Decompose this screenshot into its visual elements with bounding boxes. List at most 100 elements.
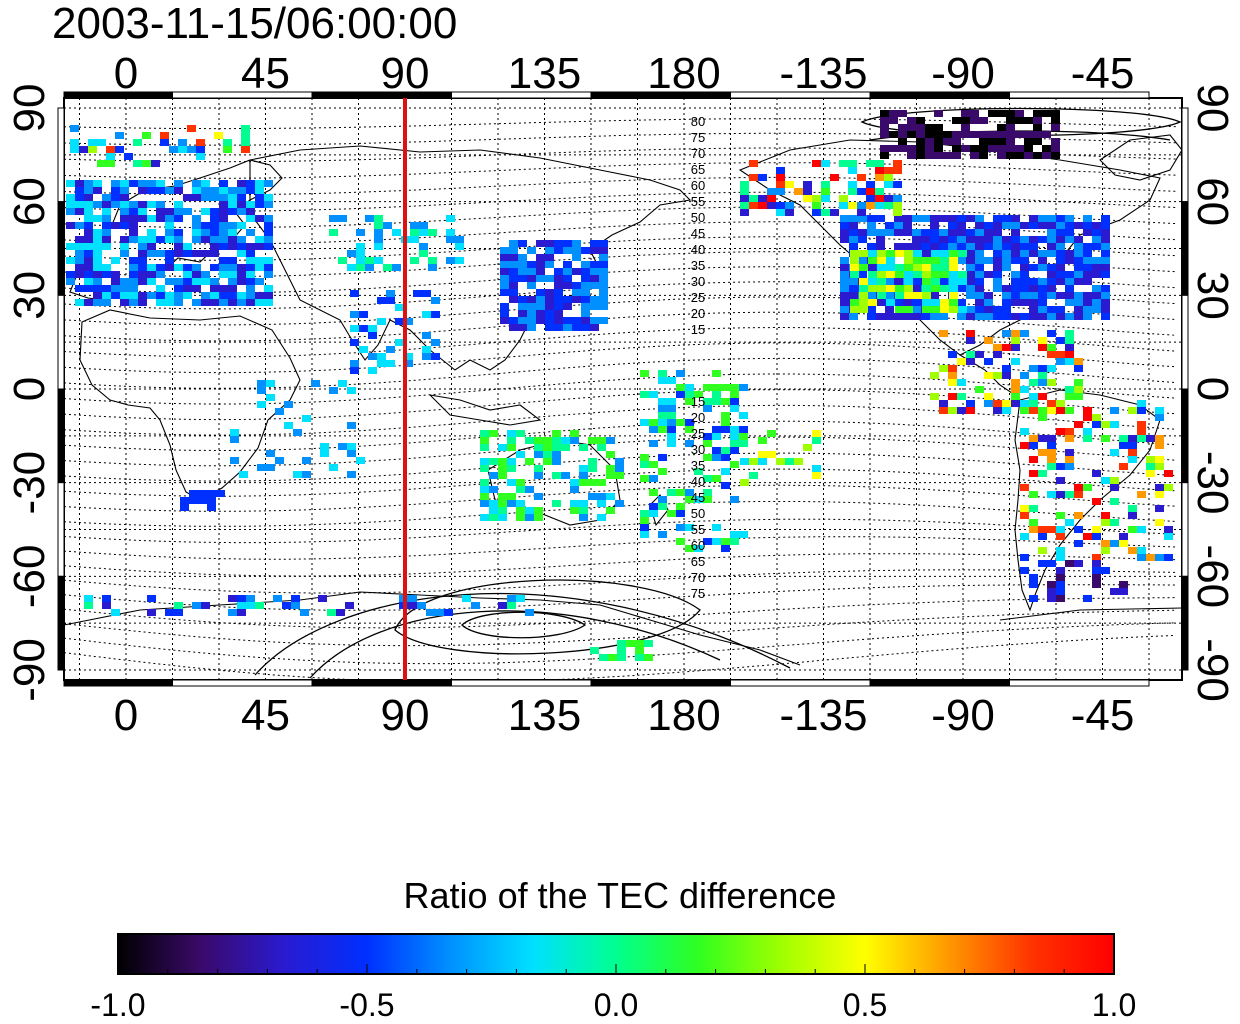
tec-cell — [392, 264, 401, 271]
tec-cell — [812, 430, 821, 437]
tec-cell — [165, 222, 174, 229]
tec-cell — [374, 236, 383, 243]
tec-cell — [419, 250, 428, 257]
tec-cell — [640, 461, 649, 468]
tec-cell — [984, 257, 993, 264]
tec-cell — [500, 317, 509, 324]
tec-cell — [1074, 236, 1083, 243]
tec-cell — [489, 507, 498, 514]
tec-cell — [228, 292, 237, 299]
tec-cell — [572, 296, 581, 303]
tec-cell — [210, 285, 219, 292]
tec-cell — [1137, 400, 1146, 407]
tec-cell — [129, 180, 138, 187]
tec-cell — [1047, 449, 1056, 456]
tec-cell — [889, 145, 898, 152]
tec-cell — [509, 282, 518, 289]
magnetic-latitude-contour — [64, 281, 1177, 310]
tec-cell — [876, 236, 885, 243]
tec-cell — [1011, 337, 1020, 344]
tec-cell — [264, 222, 273, 229]
tec-cell — [1155, 505, 1164, 512]
tec-cell — [1056, 215, 1065, 222]
tec-cell — [640, 475, 649, 482]
contour-label-south: 65 — [691, 554, 705, 569]
tec-cell — [849, 236, 858, 243]
contour-label-north: 55 — [691, 194, 705, 209]
tec-cell — [147, 278, 156, 285]
tec-cell — [957, 358, 966, 365]
tec-cell — [667, 377, 676, 384]
tec-cell — [1092, 229, 1101, 236]
tec-cell — [868, 257, 877, 264]
tec-cell — [730, 398, 739, 405]
contour-label-south: 20 — [691, 410, 705, 425]
tec-cell — [291, 602, 300, 609]
tec-cell — [1020, 407, 1029, 414]
tec-cell — [84, 257, 93, 264]
pole-contour-80 — [394, 579, 701, 655]
tec-cell — [903, 299, 912, 306]
tec-cell — [527, 282, 536, 289]
tec-cell — [563, 324, 572, 331]
tec-cell — [904, 271, 913, 278]
scale-bar-segment — [1181, 107, 1189, 203]
tec-cell — [70, 125, 79, 132]
tec-cell — [658, 377, 667, 384]
tec-cell — [75, 180, 84, 187]
tec-cell — [356, 229, 365, 236]
tec-cell — [133, 139, 142, 146]
tec-cell — [246, 250, 255, 257]
tec-cell — [75, 201, 84, 208]
tec-cell — [509, 261, 518, 268]
tec-cell — [1002, 407, 1011, 414]
tec-cell — [875, 167, 884, 174]
tec-cell — [1092, 581, 1101, 588]
tec-cell — [228, 222, 237, 229]
tec-cell — [106, 146, 115, 153]
tec-cell — [1101, 271, 1110, 278]
tec-cell — [948, 407, 957, 414]
tec-cell — [198, 497, 207, 504]
colorbar-tick-label: 0.0 — [594, 987, 638, 1023]
tec-cell — [590, 282, 599, 289]
tec-cell — [93, 229, 102, 236]
tec-cell — [350, 367, 359, 374]
tec-cell — [658, 412, 667, 419]
tec-cell — [957, 285, 966, 292]
tec-cell — [667, 398, 676, 405]
tec-cell — [1047, 435, 1056, 442]
tec-cell — [1038, 407, 1047, 414]
tec-cell — [201, 187, 210, 194]
tec-cell — [739, 384, 748, 391]
tec-cell — [228, 595, 237, 602]
tec-cell — [120, 208, 129, 215]
tec-cell — [563, 240, 572, 247]
tec-cell — [925, 138, 934, 145]
tec-cell — [993, 250, 1002, 257]
tec-cell — [554, 282, 563, 289]
tec-cell — [545, 261, 554, 268]
tec-cell — [850, 271, 859, 278]
tec-cell — [1006, 131, 1015, 138]
tec-cell — [1011, 285, 1020, 292]
tec-cell — [599, 261, 608, 268]
tec-cell — [219, 187, 228, 194]
tec-cell — [1128, 449, 1137, 456]
tec-cell — [1002, 313, 1011, 320]
tec-cell — [1011, 250, 1020, 257]
tec-cell — [1065, 428, 1074, 435]
tec-cell — [894, 313, 903, 320]
tec-cell — [1056, 588, 1065, 595]
tec-cell — [803, 181, 812, 188]
tec-cell — [930, 236, 939, 243]
tec-cell — [480, 514, 489, 521]
tec-cell — [183, 292, 192, 299]
tec-cell — [758, 458, 767, 465]
tec-cell — [676, 503, 685, 510]
tec-cell — [75, 257, 84, 264]
tec-cell — [1056, 264, 1065, 271]
tec-cell — [1092, 264, 1101, 271]
tec-cell — [165, 236, 174, 243]
tec-cell — [241, 132, 250, 139]
